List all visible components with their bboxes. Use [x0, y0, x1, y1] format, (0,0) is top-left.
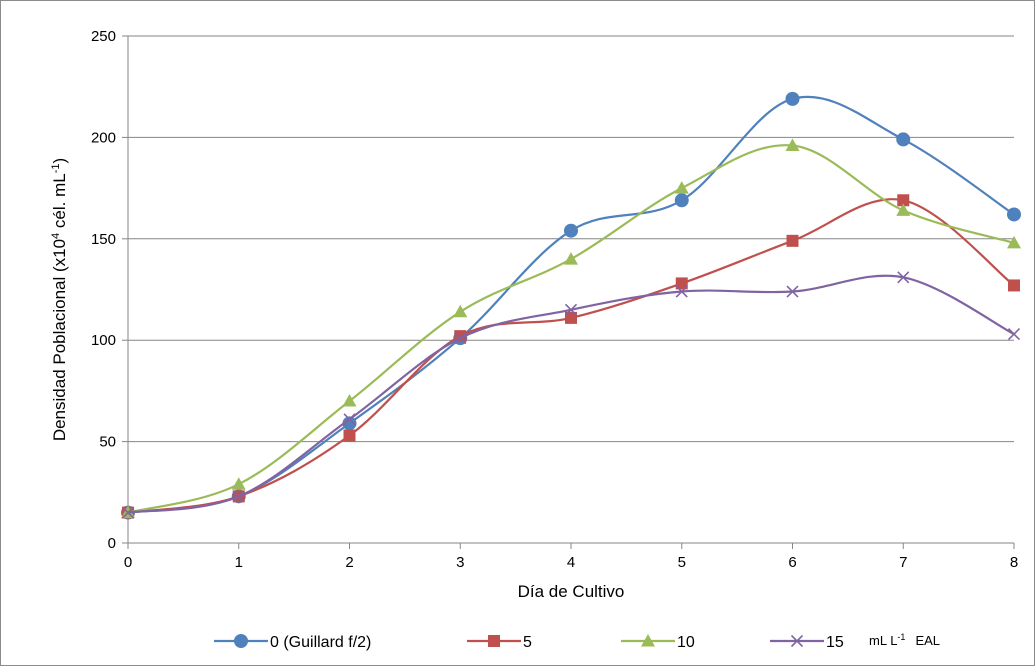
data-point — [675, 285, 688, 298]
series-15 — [121, 271, 1021, 519]
x-marker-stroke — [1007, 328, 1021, 341]
legend-label: 0 (Guillard f/2) — [270, 634, 371, 651]
data-point — [453, 304, 468, 318]
series-5 — [122, 194, 1020, 519]
x-tick-label: 2 — [345, 554, 353, 571]
data-point — [786, 234, 799, 247]
y-tick-label: 100 — [91, 332, 116, 349]
y-tick-label: 200 — [91, 129, 116, 146]
data-point — [786, 285, 799, 298]
y-axis-label-part: 4 — [50, 233, 62, 239]
y-tick-label: 0 — [108, 535, 116, 552]
y-tick-label: 150 — [91, 231, 116, 248]
x-axis-label: Día de Cultivo — [518, 582, 625, 601]
data-point — [343, 413, 356, 426]
y-tick-label: 250 — [91, 28, 116, 45]
data-point — [896, 132, 911, 147]
x-tick-label: 8 — [1010, 554, 1018, 571]
legend: 0 (Guillard f/2) 5 10 15 mL L-1 EAL — [214, 632, 940, 651]
legend-label: 10 — [677, 634, 695, 651]
series-10 — [121, 138, 1021, 519]
legend-item: 5 — [467, 634, 532, 651]
data-point — [674, 193, 689, 208]
gridlines — [128, 35, 1014, 443]
x-marker-stroke — [675, 285, 688, 298]
data-point — [675, 277, 688, 290]
x-marker-stroke — [786, 285, 799, 298]
x-tick-label: 1 — [235, 554, 243, 571]
x-marker-stroke — [121, 506, 135, 519]
legend-unit-part: mL L — [869, 633, 897, 648]
y-axis-label-part: -1 — [50, 163, 62, 173]
legend-item: 15 — [770, 634, 844, 651]
legend-label: 5 — [523, 634, 532, 651]
x-tick-labels: 0 1 2 3 4 5 6 7 8 — [124, 554, 1018, 571]
y-axis-label-part: Densidad Poblacional (x10 — [50, 239, 69, 441]
data-point — [897, 271, 910, 284]
data-point — [785, 138, 800, 152]
x-tick-label: 5 — [678, 554, 686, 571]
data-point — [343, 429, 356, 442]
x-marker-stroke — [897, 271, 910, 284]
legend-unit-part: -1 — [897, 632, 905, 642]
legend-unit-label: mL L-1 EAL — [869, 632, 940, 648]
data-point — [564, 303, 578, 316]
series-line — [127, 274, 1015, 514]
x-tick-label: 6 — [788, 554, 796, 571]
series-line — [127, 95, 1015, 514]
data-point — [564, 252, 578, 265]
legend-label: 15 — [826, 634, 844, 651]
legend-marker — [488, 635, 500, 647]
legend-marker — [234, 634, 248, 648]
x-tick-label: 0 — [124, 554, 132, 571]
data-point — [897, 194, 910, 207]
data-point — [565, 311, 577, 324]
y-tick-label: 50 — [99, 434, 116, 451]
x-marker-stroke — [232, 490, 245, 503]
y-axis-label: Densidad Poblacional (x104 cél. mL-1) — [50, 158, 69, 441]
data-point — [231, 477, 246, 490]
series-0 — [121, 91, 1021, 520]
y-tick-labels: 0 50 100 150 200 250 — [91, 28, 116, 552]
legend-marker — [790, 634, 804, 648]
axes — [122, 35, 1015, 549]
x-marker-stroke — [564, 303, 578, 316]
data-point — [1008, 279, 1020, 292]
y-axis-label-part: ) — [50, 158, 69, 164]
data-point — [1007, 207, 1021, 222]
data-point — [785, 91, 800, 106]
data-point — [454, 332, 467, 345]
x-marker-stroke — [454, 332, 467, 345]
y-axis-label-part: cél. mL — [50, 173, 69, 233]
data-point — [1007, 235, 1021, 249]
data-point — [1007, 328, 1021, 341]
x-tick-label: 4 — [567, 554, 575, 571]
x-marker-stroke — [790, 634, 804, 648]
legend-marker — [641, 634, 655, 647]
legend-item: 0 (Guillard f/2) — [214, 634, 371, 651]
x-tick-label: 7 — [899, 554, 907, 571]
legend-item: 10 — [621, 634, 695, 651]
data-point — [232, 490, 245, 503]
series-line — [127, 198, 1015, 514]
data-point — [342, 394, 357, 407]
x-marker-stroke — [343, 413, 356, 426]
data-point — [896, 203, 911, 216]
data-point — [121, 506, 135, 519]
data-point — [674, 181, 689, 194]
series-group — [121, 91, 1021, 520]
x-tick-label: 3 — [456, 554, 464, 571]
data-point — [564, 223, 578, 238]
legend-unit-part: EAL — [915, 633, 940, 648]
